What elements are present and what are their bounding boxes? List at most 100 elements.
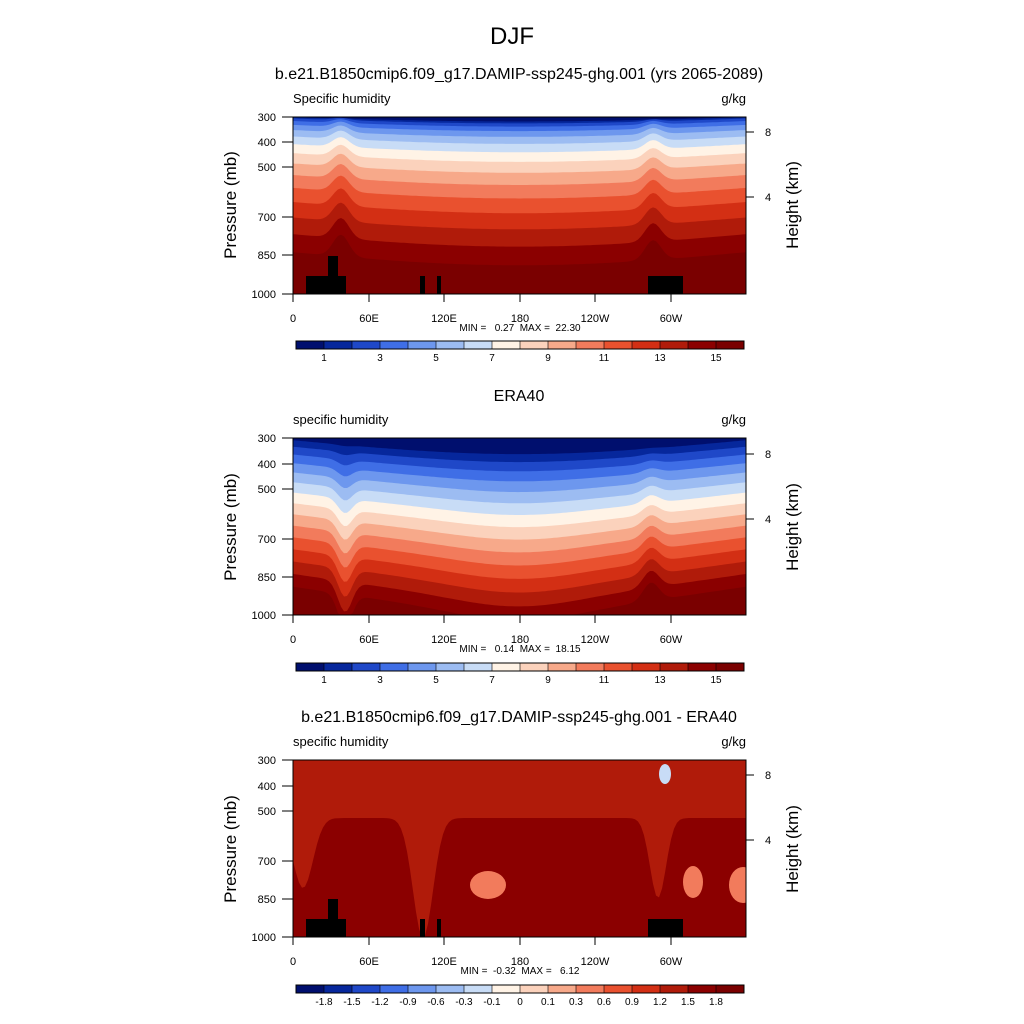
colorbar-label: 1.5 (681, 997, 695, 1008)
right-axis-title: Height (km) (783, 805, 802, 893)
colorbar: 1 3 5 7 9 11 13 15 (295, 340, 745, 364)
variable-label: Specific humidity (293, 91, 391, 106)
x-tick-label: 180 (511, 634, 529, 646)
colorbar-swatch (436, 341, 465, 349)
y-tick-label: 850 (258, 894, 276, 906)
contour-band (293, 438, 746, 455)
colorbar-swatch (436, 663, 465, 671)
y-tick-label: 300 (258, 755, 276, 767)
topography-mask (306, 919, 346, 937)
y-axis: Pressure (mb) 300 400 500 700 850 1000 (221, 755, 293, 944)
colorbar-label: -0.3 (455, 997, 473, 1008)
y-ticks (282, 116, 293, 295)
topography-mask (420, 919, 425, 937)
x-tick-label: 60W (660, 634, 683, 646)
right-axis: 8 4 Height (km) (746, 770, 802, 893)
y-tick-label: 700 (258, 534, 276, 546)
colorbar-swatch (380, 985, 409, 993)
right-tick-label: 4 (765, 514, 771, 526)
right-tick-label: 4 (765, 192, 771, 204)
colorbar-swatch (548, 341, 577, 349)
right-ticks (746, 774, 754, 841)
x-tick-label: 120E (431, 956, 457, 968)
colorbar-label: 9 (545, 675, 551, 686)
panel-title: ERA40 (494, 388, 545, 405)
colorbar-label: 0.6 (597, 997, 611, 1008)
colorbar-swatch (296, 663, 325, 671)
contour-band (729, 867, 746, 903)
colorbar-label: 1.2 (653, 997, 667, 1008)
colorbar-swatch (436, 985, 465, 993)
colorbar: 1 3 5 7 9 11 13 15 (295, 662, 745, 686)
y-tick-label: 1000 (252, 610, 276, 622)
colorbar-swatch (296, 985, 325, 993)
right-ticks (746, 131, 754, 198)
topography-mask (437, 276, 441, 294)
topography-mask (648, 919, 683, 937)
x-ticks (292, 615, 672, 623)
topography-mask (306, 276, 346, 294)
colorbar-label: 0.9 (625, 997, 639, 1008)
colorbar-swatch (688, 663, 717, 671)
panel-title: b.e21.B1850cmip6.f09_g17.DAMIP-ssp245-gh… (301, 709, 737, 726)
colorbar-swatch (660, 663, 689, 671)
y-axis-title: Pressure (mb) (221, 795, 240, 903)
colorbar-swatch (660, 341, 689, 349)
topography-mask (420, 276, 425, 294)
colorbar-swatch (716, 985, 745, 993)
right-axis-title: Height (km) (783, 161, 802, 249)
colorbar: -1.8 -1.5 -1.2 -0.9 -0.6 -0.3 -0.1 0 0.1 0.3 0.6 0.… (295, 984, 745, 1008)
x-axis: 0 60E 120E 180 120W 60W (290, 294, 683, 325)
contour-band (293, 760, 746, 937)
colorbar-label: 13 (654, 675, 666, 686)
x-tick-label: 0 (290, 634, 296, 646)
colorbar-label: 5 (433, 675, 439, 686)
colorbar-label: -0.6 (427, 997, 445, 1008)
x-tick-label: 180 (511, 313, 529, 325)
y-tick-label: 400 (258, 137, 276, 149)
y-tick-label: 850 (258, 250, 276, 262)
panel-diff: b.e21.B1850cmip6.f09_g17.DAMIP-ssp245-gh… (221, 709, 802, 1008)
colorbar-label: 13 (654, 353, 666, 364)
x-axis: 0 60E 120E 180 120W 60W (290, 615, 683, 646)
min-max-stats: MIN = -0.32 MAX = 6.12 (461, 966, 580, 977)
x-ticks (292, 294, 672, 302)
colorbar-swatch (520, 985, 549, 993)
colorbar-swatch (716, 663, 745, 671)
y-tick-label: 500 (258, 806, 276, 818)
y-axis-title: Pressure (mb) (221, 473, 240, 581)
topography-mask (648, 276, 683, 294)
variable-label: specific humidity (293, 734, 389, 749)
x-tick-label: 120E (431, 634, 457, 646)
panel-title: b.e21.B1850cmip6.f09_g17.DAMIP-ssp245-gh… (275, 66, 763, 83)
colorbar-swatch (492, 341, 521, 349)
y-axis: Pressure (mb) 300 400 500 700 850 1000 (221, 112, 293, 301)
colorbar-label: 15 (710, 353, 722, 364)
colorbar-swatch (352, 663, 381, 671)
y-tick-label: 300 (258, 112, 276, 124)
x-tick-label: 120W (581, 956, 610, 968)
right-tick-label: 8 (765, 127, 771, 139)
units-label: g/kg (721, 734, 746, 749)
right-ticks (746, 453, 754, 520)
colorbar-swatch (464, 663, 493, 671)
x-tick-label: 120W (581, 313, 610, 325)
colorbar-swatch (296, 341, 325, 349)
y-tick-label: 400 (258, 459, 276, 471)
colorbar-swatch (408, 663, 437, 671)
x-ticks (292, 937, 672, 945)
colorbar-swatch (548, 985, 577, 993)
x-tick-label: 60W (660, 313, 683, 325)
y-tick-label: 1000 (252, 932, 276, 944)
heatmap-field (293, 760, 746, 937)
colorbar-swatch (576, 985, 605, 993)
colorbar-label: 3 (377, 353, 383, 364)
colorbar-label: 7 (489, 353, 495, 364)
x-tick-label: 60E (359, 313, 379, 325)
colorbar-swatch (408, 985, 437, 993)
contour-band (683, 866, 703, 898)
y-tick-label: 400 (258, 781, 276, 793)
colorbar-label: -1.2 (371, 997, 389, 1008)
colorbar-label: 0.1 (541, 997, 555, 1008)
